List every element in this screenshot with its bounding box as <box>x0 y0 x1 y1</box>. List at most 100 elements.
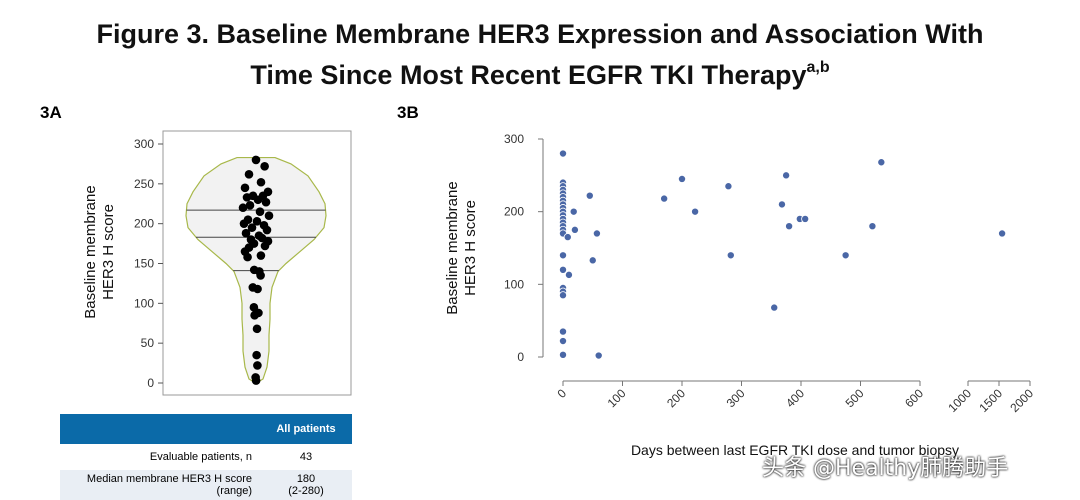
title-superscript: a,b <box>806 59 830 76</box>
y-tick-label-3b: 0 <box>517 350 524 364</box>
table-row-label-line2: (range) <box>216 485 252 497</box>
data-point-3a <box>239 219 249 228</box>
data-point-3b <box>691 207 700 216</box>
summary-table-header: All patients <box>60 414 352 444</box>
summary-table: All patients Evaluable patients, n 43 Me… <box>60 414 352 500</box>
x-tick-label-3b: 600 <box>902 386 926 410</box>
x-tick-label-3b: 2000 <box>1007 386 1036 415</box>
y-tick-label-3b: 300 <box>504 132 524 146</box>
data-point-3a <box>242 193 252 202</box>
data-point-3a <box>262 225 272 235</box>
y-axis-title-3b: HER3 H score <box>462 200 479 296</box>
data-point-3b <box>868 222 877 231</box>
data-point-3a <box>260 241 270 251</box>
table-row-label-line1: Median membrane HER3 H score <box>86 473 252 485</box>
data-point-3a <box>252 324 262 334</box>
data-point-3b <box>782 171 791 180</box>
panel-3a-label: 3A <box>40 103 62 122</box>
data-point-3a <box>251 155 261 165</box>
data-point-3b <box>592 229 601 238</box>
x-tick-label-3b: 1000 <box>945 386 974 415</box>
table-row-label: Median membrane HER3 H score (range) <box>60 473 260 497</box>
data-point-3a <box>256 271 265 280</box>
data-point-3b <box>564 270 573 279</box>
data-point-3b <box>570 225 579 234</box>
data-point-3a <box>253 195 263 205</box>
data-point-3b <box>588 256 597 265</box>
x-axis-title-3b: Days between last EGFR TKI dose and tumo… <box>631 442 959 458</box>
x-tick-label-3b: 300 <box>724 386 748 410</box>
data-point-3b <box>569 207 578 216</box>
y-axis-title-3b: Baseline membrane <box>444 181 461 314</box>
data-point-3b <box>841 251 850 260</box>
table-row-value: 43 <box>299 451 313 463</box>
y-tick-label-3a: 200 <box>134 217 154 231</box>
summary-header-label: All patients <box>276 423 336 435</box>
y-tick-label-3b: 200 <box>504 205 524 219</box>
data-point-3a <box>261 197 271 207</box>
y-tick-label-3a: 100 <box>134 296 154 310</box>
data-point-3b <box>801 214 810 223</box>
y-tick-label-3b: 100 <box>504 277 524 291</box>
y-tick-label-3a: 50 <box>141 336 155 350</box>
data-point-3a <box>252 350 261 360</box>
table-row-value-line2: (2-280) <box>288 485 324 497</box>
data-point-3b <box>585 191 594 200</box>
data-point-3b <box>559 251 568 260</box>
data-point-3b <box>559 350 568 359</box>
data-point-3b <box>998 229 1007 238</box>
y-axis-title-3a: Baseline membrane <box>82 185 99 318</box>
y-tick-label-3a: 300 <box>134 137 154 151</box>
data-point-3a <box>241 228 251 238</box>
data-point-3b <box>877 158 886 167</box>
data-point-3b <box>594 351 603 360</box>
data-point-3a <box>251 376 261 385</box>
y-tick-label-3a: 250 <box>134 177 154 191</box>
data-point-3a <box>244 169 254 179</box>
data-point-3a <box>240 183 250 193</box>
data-point-3a <box>243 252 252 262</box>
data-point-3b <box>726 251 735 260</box>
table-row-label: Evaluable patients, n <box>149 451 252 463</box>
x-tick-label-3b: 0 <box>554 386 569 401</box>
data-point-3a <box>256 177 266 187</box>
data-point-3a <box>238 203 248 213</box>
panel-3b-label: 3B <box>397 103 419 122</box>
title-line-1: Figure 3. Baseline Membrane HER3 Express… <box>96 19 984 49</box>
data-point-3b <box>724 182 733 191</box>
data-point-3b <box>559 149 568 158</box>
data-point-3b <box>559 337 568 346</box>
data-point-3a <box>253 284 262 294</box>
data-point-3a <box>252 216 262 226</box>
data-point-3b <box>559 327 568 336</box>
table-row-value-line1: 180 <box>296 473 316 485</box>
figure-title: Figure 3. Baseline Membrane HER3 Express… <box>0 18 1080 92</box>
y-tick-label-3a: 150 <box>134 257 154 271</box>
y-axis-title-3a: HER3 H score <box>100 204 117 300</box>
data-point-3a <box>256 251 266 260</box>
y-tick-label-3a: 0 <box>147 376 154 390</box>
data-point-3b <box>678 174 687 183</box>
data-point-3b <box>563 233 572 242</box>
x-tick-label-3b: 1500 <box>976 386 1005 415</box>
watermark: 头条 @Healthy肺腾助手 <box>762 456 1009 481</box>
data-point-3a <box>245 201 255 210</box>
data-point-3a <box>260 162 269 171</box>
data-point-3b <box>660 194 669 203</box>
data-point-3a <box>253 361 262 370</box>
x-tick-label-3b: 500 <box>843 386 867 410</box>
title-line-2: Time Since Most Recent EGFR TKI Therapya… <box>0 51 1080 92</box>
data-point-3a <box>264 211 274 220</box>
data-point-3b <box>785 222 794 231</box>
data-point-3b <box>777 200 786 209</box>
table-row: Evaluable patients, n 43 <box>60 444 352 470</box>
table-row: Median membrane HER3 H score (range) 180… <box>60 470 352 500</box>
data-point-3b <box>559 291 568 300</box>
data-point-3a <box>250 310 259 320</box>
data-point-3a <box>255 207 265 217</box>
x-tick-label-3b: 100 <box>605 386 629 410</box>
data-point-3b <box>770 303 779 312</box>
table-row-value: 180 (2-280) <box>260 473 352 497</box>
data-point-3b <box>559 265 568 274</box>
